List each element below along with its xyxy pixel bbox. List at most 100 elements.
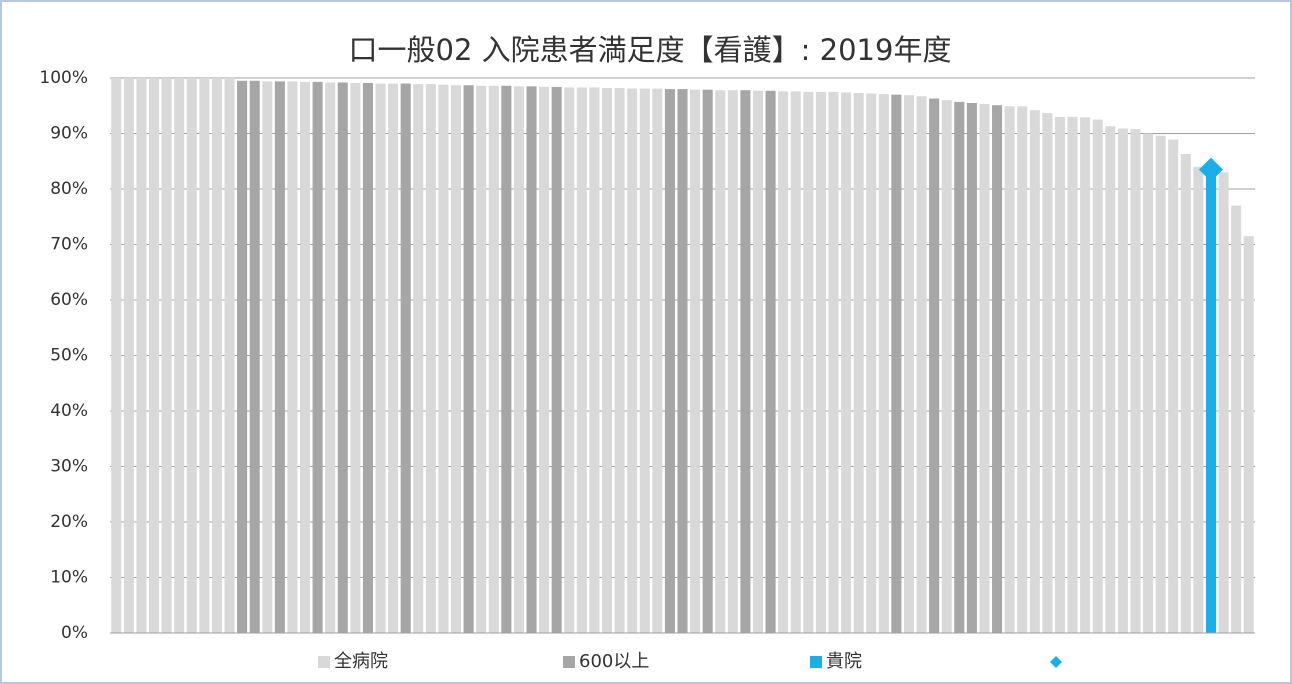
bar (639, 88, 650, 634)
legend-label: 全病院 (334, 651, 388, 672)
y-tick-label: 50% (50, 346, 88, 366)
bar (564, 87, 575, 633)
bar (199, 78, 210, 633)
bar (1004, 106, 1015, 634)
bar (136, 78, 147, 633)
bar (841, 92, 852, 634)
bar (614, 87, 625, 634)
bar (237, 80, 248, 633)
bar (413, 84, 424, 634)
bar (287, 81, 298, 633)
bar (111, 78, 122, 633)
bar (954, 101, 965, 634)
y-tick-label: 90% (50, 124, 88, 144)
bar (765, 90, 776, 633)
bar (249, 80, 260, 633)
bar (891, 94, 902, 633)
bar (551, 86, 562, 633)
bar (438, 84, 449, 633)
bar (1143, 133, 1154, 633)
bar (262, 81, 273, 633)
legend-label: 貴院 (826, 651, 862, 672)
bar (539, 86, 550, 633)
bar (186, 78, 197, 633)
bar (1029, 110, 1040, 633)
bar (211, 78, 222, 633)
bar (677, 89, 688, 634)
y-tick-label: 70% (50, 235, 88, 255)
bar (400, 83, 411, 634)
bar (1105, 126, 1116, 633)
bar (388, 83, 399, 634)
bar (815, 91, 826, 633)
y-tick-label: 80% (50, 179, 88, 199)
bar (903, 95, 915, 633)
bar (1218, 172, 1229, 633)
bar (866, 93, 877, 634)
bar (149, 78, 160, 633)
y-tick-label: 40% (50, 401, 88, 421)
bar (1231, 205, 1242, 633)
bar (337, 82, 348, 633)
bar (375, 83, 386, 634)
bar (853, 92, 864, 634)
bar (463, 85, 474, 634)
bar (916, 96, 927, 633)
bar (752, 90, 764, 633)
bar (715, 90, 726, 633)
legend-swatch (810, 656, 822, 668)
bar (652, 88, 663, 634)
bar (1243, 236, 1254, 634)
bar (878, 94, 889, 634)
bar (778, 91, 789, 633)
bar (501, 85, 512, 633)
bar (526, 86, 537, 633)
bar (702, 89, 713, 633)
bar (601, 87, 613, 634)
bar (123, 78, 134, 633)
bar (589, 87, 600, 633)
bar (1168, 139, 1179, 634)
bar (803, 91, 814, 633)
bar (325, 82, 336, 633)
bar (740, 90, 751, 633)
bar (1130, 129, 1141, 633)
bar (576, 87, 587, 633)
bar (664, 89, 675, 634)
y-tick-label: 20% (50, 512, 88, 532)
bar (1193, 166, 1204, 634)
bar (274, 81, 285, 633)
bar (476, 85, 487, 633)
bar (425, 84, 436, 634)
bar (992, 105, 1003, 633)
bar (1155, 135, 1166, 633)
bar (1092, 119, 1103, 633)
bar (1180, 154, 1191, 633)
bar (362, 82, 373, 634)
bar (350, 82, 361, 634)
bar (488, 85, 499, 633)
bar (790, 91, 801, 633)
bar (966, 102, 977, 634)
bar (513, 86, 524, 633)
bar (690, 89, 701, 633)
bar (1080, 117, 1091, 633)
bar (224, 78, 235, 633)
legend-marker (1050, 656, 1062, 668)
bar (941, 100, 952, 633)
bar (161, 78, 172, 633)
bar (727, 90, 738, 633)
chart-title: 口一般02 入院患者満足度【看護】: 2019年度 (349, 33, 952, 67)
legend-swatch (318, 656, 330, 668)
bar (312, 81, 323, 633)
bar (828, 91, 839, 633)
y-tick-label: 10% (50, 568, 88, 588)
bar (1017, 106, 1028, 634)
bar (929, 98, 940, 633)
bar (627, 88, 638, 634)
bar (1067, 116, 1078, 634)
bar (299, 81, 311, 633)
legend-swatch (563, 656, 575, 668)
y-tick-label: 30% (50, 457, 88, 477)
